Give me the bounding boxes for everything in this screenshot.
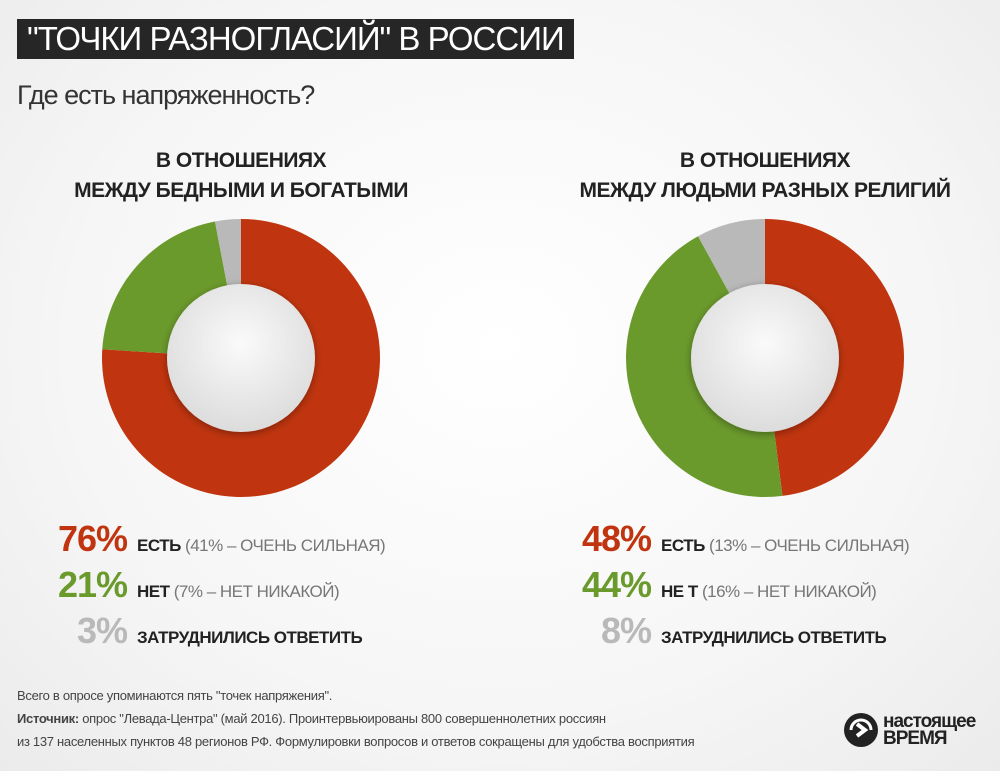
legend-religions: 48% ЕСТЬ (13% – ОЧЕНЬ СИЛЬНАЯ) 44% НЕ Т (16… bbox=[561, 518, 910, 656]
legend-row-no: 44% НЕ Т (16% – НЕТ НИКАКОЙ) bbox=[561, 564, 909, 610]
legend-row-unsure: 8% ЗАТРУДНИЛИСЬ ОТВЕТИТЬ bbox=[561, 610, 909, 656]
legend-category: ЕСТЬ bbox=[137, 536, 181, 555]
chart-title-line: В ОТНОШЕНИЯХ bbox=[679, 149, 851, 172]
page-subtitle: Где есть напряженность? bbox=[17, 80, 315, 110]
footer-source: Источник: опрос "Левада-Центра" (май 201… bbox=[17, 711, 606, 726]
legend-label: ЕСТЬ (41% – ОЧЕНЬ СИЛЬНАЯ) bbox=[137, 536, 386, 556]
page-title: "ТОЧКИ РАЗНОГЛАСИЙ" В РОССИИ bbox=[17, 19, 574, 59]
legend-row-yes: 76% ЕСТЬ (41% – ОЧЕНЬ СИЛЬНАЯ) bbox=[37, 518, 386, 564]
legend-rich-poor: 76% ЕСТЬ (41% – ОЧЕНЬ СИЛЬНАЯ) 21% НЕТ (7% … bbox=[37, 518, 386, 656]
logo: настоящее время bbox=[843, 711, 976, 749]
legend-percent: 3% bbox=[76, 610, 128, 651]
legend-note: (13% – ОЧЕНЬ СИЛЬНАЯ) bbox=[709, 536, 910, 555]
logo-line2: время bbox=[883, 728, 948, 749]
footer-note: Всего в опросе упоминаются пять "точек н… bbox=[17, 688, 333, 703]
legend-row-no: 21% НЕТ (7% – НЕТ НИКАКОЙ) bbox=[37, 564, 385, 610]
donut-hole bbox=[167, 284, 315, 432]
footer-source-line2: из 137 населенных пунктов 48 регионов РФ… bbox=[17, 734, 695, 749]
legend-note: (16% – НЕТ НИКАКОЙ) bbox=[701, 582, 877, 601]
chart-title-line: МЕЖДУ БЕДНЫМИ И БОГАТЫМИ bbox=[74, 179, 408, 202]
legend-label: ЗАТРУДНИЛИСЬ ОТВЕТИТЬ bbox=[137, 628, 363, 648]
legend-row-unsure: 3% ЗАТРУДНИЛИСЬ ОТВЕТИТЬ bbox=[37, 610, 385, 656]
legend-label: ЕСТЬ (13% – ОЧЕНЬ СИЛЬНАЯ) bbox=[661, 536, 910, 556]
source-text: опрос "Левада-Центра" (май 2016). Проинт… bbox=[78, 711, 606, 726]
legend-category: НЕТ bbox=[137, 582, 170, 601]
chart-title-2: В ОТНОШЕНИЯХ МЕЖДУ ЛЮДЬМИ РАЗНЫХ РЕЛИГИЙ bbox=[535, 146, 995, 206]
logo-icon bbox=[844, 713, 878, 747]
legend-category: НЕ Т bbox=[661, 582, 698, 601]
legend-row-yes: 48% ЕСТЬ (13% – ОЧЕНЬ СИЛЬНАЯ) bbox=[561, 518, 910, 564]
legend-percent: 76% bbox=[57, 518, 128, 559]
legend-category: ЗАТРУДНИЛИСЬ ОТВЕТИТЬ bbox=[661, 628, 887, 647]
donut-hole bbox=[691, 284, 839, 432]
legend-percent: 44% bbox=[581, 564, 652, 605]
legend-label: ЗАТРУДНИЛИСЬ ОТВЕТИТЬ bbox=[661, 628, 887, 648]
legend-percent: 48% bbox=[581, 518, 652, 559]
legend-note: (7% – НЕТ НИКАКОЙ) bbox=[173, 582, 340, 601]
legend-category: ЗАТРУДНИЛИСЬ ОТВЕТИТЬ bbox=[137, 628, 363, 647]
legend-label: НЕТ (7% – НЕТ НИКАКОЙ) bbox=[137, 582, 340, 602]
chart-title-line: В ОТНОШЕНИЯХ bbox=[155, 149, 327, 172]
legend-percent: 8% bbox=[600, 610, 652, 651]
legend-label: НЕ Т (16% – НЕТ НИКАКОЙ) bbox=[661, 582, 877, 602]
chart-title-1: В ОТНОШЕНИЯХ МЕЖДУ БЕДНЫМИ И БОГАТЫМИ bbox=[11, 146, 471, 206]
legend-percent: 21% bbox=[57, 564, 128, 605]
legend-note: (41% – ОЧЕНЬ СИЛЬНАЯ) bbox=[185, 536, 386, 555]
source-label: Источник: bbox=[17, 711, 79, 726]
donut-chart-rich-poor bbox=[102, 219, 381, 497]
donut-chart-religions bbox=[626, 219, 904, 497]
logo-line1: настоящее bbox=[883, 711, 976, 732]
chart-title-line: МЕЖДУ ЛЮДЬМИ РАЗНЫХ РЕЛИГИЙ bbox=[579, 179, 951, 202]
legend-category: ЕСТЬ bbox=[661, 536, 705, 555]
